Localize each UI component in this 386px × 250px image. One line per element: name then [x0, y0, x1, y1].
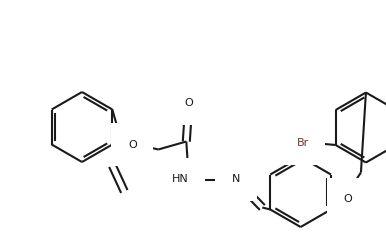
Text: O: O [344, 194, 352, 204]
Text: Br: Br [296, 138, 309, 148]
Text: O: O [128, 140, 137, 149]
Text: HN: HN [172, 174, 189, 184]
Text: N: N [232, 174, 240, 184]
Text: O: O [184, 98, 193, 108]
